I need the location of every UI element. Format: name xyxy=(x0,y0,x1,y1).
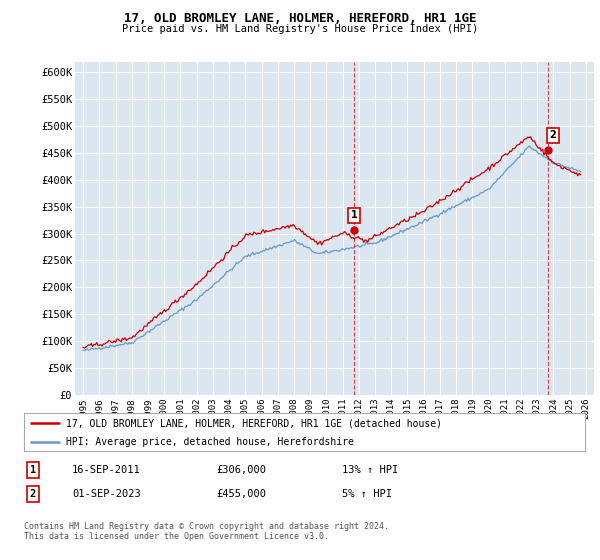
Text: 13% ↑ HPI: 13% ↑ HPI xyxy=(342,465,398,475)
Text: Price paid vs. HM Land Registry's House Price Index (HPI): Price paid vs. HM Land Registry's House … xyxy=(122,24,478,34)
Text: Contains HM Land Registry data © Crown copyright and database right 2024.
This d: Contains HM Land Registry data © Crown c… xyxy=(24,522,389,542)
Text: 17, OLD BROMLEY LANE, HOLMER, HEREFORD, HR1 1GE: 17, OLD BROMLEY LANE, HOLMER, HEREFORD, … xyxy=(124,12,476,25)
Text: 1: 1 xyxy=(30,465,36,475)
Text: £455,000: £455,000 xyxy=(216,489,266,499)
Text: 2: 2 xyxy=(30,489,36,499)
Text: 01-SEP-2023: 01-SEP-2023 xyxy=(72,489,141,499)
Text: 16-SEP-2011: 16-SEP-2011 xyxy=(72,465,141,475)
Text: 17, OLD BROMLEY LANE, HOLMER, HEREFORD, HR1 1GE (detached house): 17, OLD BROMLEY LANE, HOLMER, HEREFORD, … xyxy=(66,418,442,428)
Text: HPI: Average price, detached house, Herefordshire: HPI: Average price, detached house, Here… xyxy=(66,437,354,447)
Text: 5% ↑ HPI: 5% ↑ HPI xyxy=(342,489,392,499)
Text: 2: 2 xyxy=(550,130,556,140)
Text: 1: 1 xyxy=(351,211,358,220)
Text: £306,000: £306,000 xyxy=(216,465,266,475)
